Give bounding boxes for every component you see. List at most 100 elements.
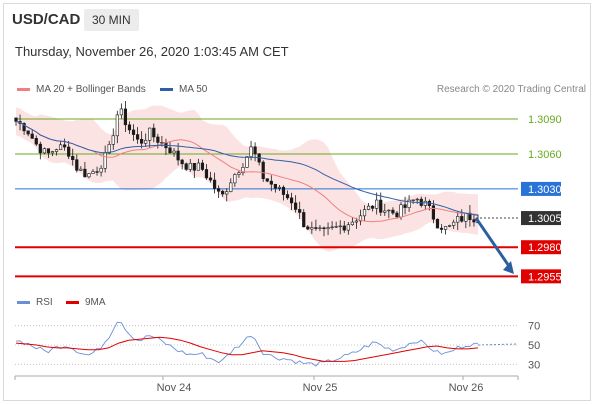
candle-body — [176, 150, 180, 161]
candle-body — [87, 173, 91, 178]
legend-rsi: RSI — [17, 297, 53, 308]
candle-body — [237, 172, 241, 175]
candle-body — [241, 167, 245, 174]
legend-ma20: MA 20 + Bollinger Bands — [17, 84, 146, 95]
candle-body — [452, 221, 456, 226]
candle-body — [294, 202, 298, 210]
level-label-4: 1.2980 — [528, 242, 562, 254]
candle-body — [135, 134, 140, 140]
candle-body — [306, 226, 310, 230]
candle-body — [358, 215, 363, 222]
candle-body — [354, 220, 359, 223]
rsi-projection — [477, 343, 519, 346]
candle-body — [443, 226, 448, 230]
pair-title: USD/CAD — [12, 11, 81, 28]
candle-body — [391, 209, 395, 214]
candle-body — [107, 144, 111, 154]
candle-body — [371, 205, 375, 209]
level-label-3: 1.3005 — [528, 213, 562, 225]
candle-body — [464, 212, 468, 222]
legend-ma50: MA 50 — [160, 84, 207, 95]
candle-body — [439, 227, 444, 230]
credit-text: Research © 2020 Trading Central — [436, 84, 586, 95]
candle-body — [281, 186, 286, 195]
candle-body — [152, 127, 156, 138]
candle-body — [111, 135, 115, 145]
candle-body — [22, 123, 26, 132]
x-tick-label: Nov 24 — [157, 382, 192, 394]
candle-body — [196, 162, 200, 171]
level-label-1: 1.3060 — [528, 149, 562, 161]
candle-body — [140, 138, 144, 144]
candle-body — [366, 205, 371, 210]
ma50-swatch — [160, 88, 173, 91]
candle-body — [403, 204, 407, 208]
candle-body — [221, 190, 225, 195]
candle-body — [38, 143, 42, 154]
candle-body — [375, 199, 379, 209]
candle-body — [273, 183, 277, 189]
rsi-tick-label: 50 — [528, 340, 540, 352]
level-tag-5 — [521, 269, 561, 284]
level-label-5: 1.2955 — [528, 271, 562, 283]
candle-body — [245, 156, 249, 168]
ma20-swatch — [17, 88, 30, 91]
candle-body — [75, 159, 79, 171]
candle-body — [342, 225, 346, 231]
candle-body — [217, 188, 221, 192]
candle-body — [310, 227, 314, 230]
level-tag-4 — [521, 240, 561, 255]
candle-body — [460, 216, 464, 222]
candle-body — [318, 227, 322, 229]
candle-body — [188, 162, 192, 170]
forecast-arrow-head — [503, 261, 514, 275]
candle-body — [168, 147, 172, 154]
candle-body — [350, 221, 354, 226]
candle-body — [285, 194, 290, 199]
candle-body — [192, 162, 196, 171]
candle-body — [34, 138, 38, 145]
level-tag-2 — [521, 181, 561, 196]
candle-body — [46, 148, 51, 154]
candle-body — [289, 197, 294, 204]
candle-body — [79, 168, 83, 171]
candle-body — [346, 224, 350, 231]
candle-body — [383, 210, 387, 213]
candle-body — [160, 142, 164, 144]
candle-body — [63, 144, 67, 148]
candle-body — [468, 212, 472, 220]
candle-body — [399, 204, 403, 218]
candle-body — [67, 146, 71, 157]
candle-body — [91, 171, 95, 174]
candle-body — [208, 177, 213, 181]
rsi-tick-label: 70 — [528, 321, 540, 333]
forecast-arrow-shaft — [474, 217, 513, 270]
legend-ma20-label: MA 20 + Bollinger Bands — [36, 84, 146, 95]
candle-body — [184, 163, 188, 170]
candle-body — [54, 149, 59, 152]
candle-body — [277, 186, 282, 189]
candle-body — [115, 114, 119, 137]
candle-body — [269, 180, 273, 185]
candle-body — [338, 225, 342, 228]
candle-body — [435, 218, 440, 229]
candle-body — [42, 148, 46, 154]
candle-body — [103, 152, 107, 169]
candle-body — [148, 127, 152, 141]
candle-body — [123, 108, 128, 126]
candle-body — [127, 124, 132, 131]
candle-body — [180, 159, 184, 165]
candle-body — [448, 225, 452, 227]
candle-body — [334, 226, 338, 228]
candle-body — [362, 209, 367, 217]
candle-body — [212, 179, 217, 189]
candle-body — [322, 227, 326, 230]
candle-body — [200, 162, 205, 170]
rsi-ma-line — [15, 336, 479, 362]
interval-badge[interactable]: 30 MIN — [84, 9, 139, 31]
candle-body — [71, 156, 75, 161]
candle-body — [330, 226, 334, 229]
candle-body — [225, 191, 229, 195]
legend-rsi-ma-label: 9MA — [85, 297, 106, 308]
